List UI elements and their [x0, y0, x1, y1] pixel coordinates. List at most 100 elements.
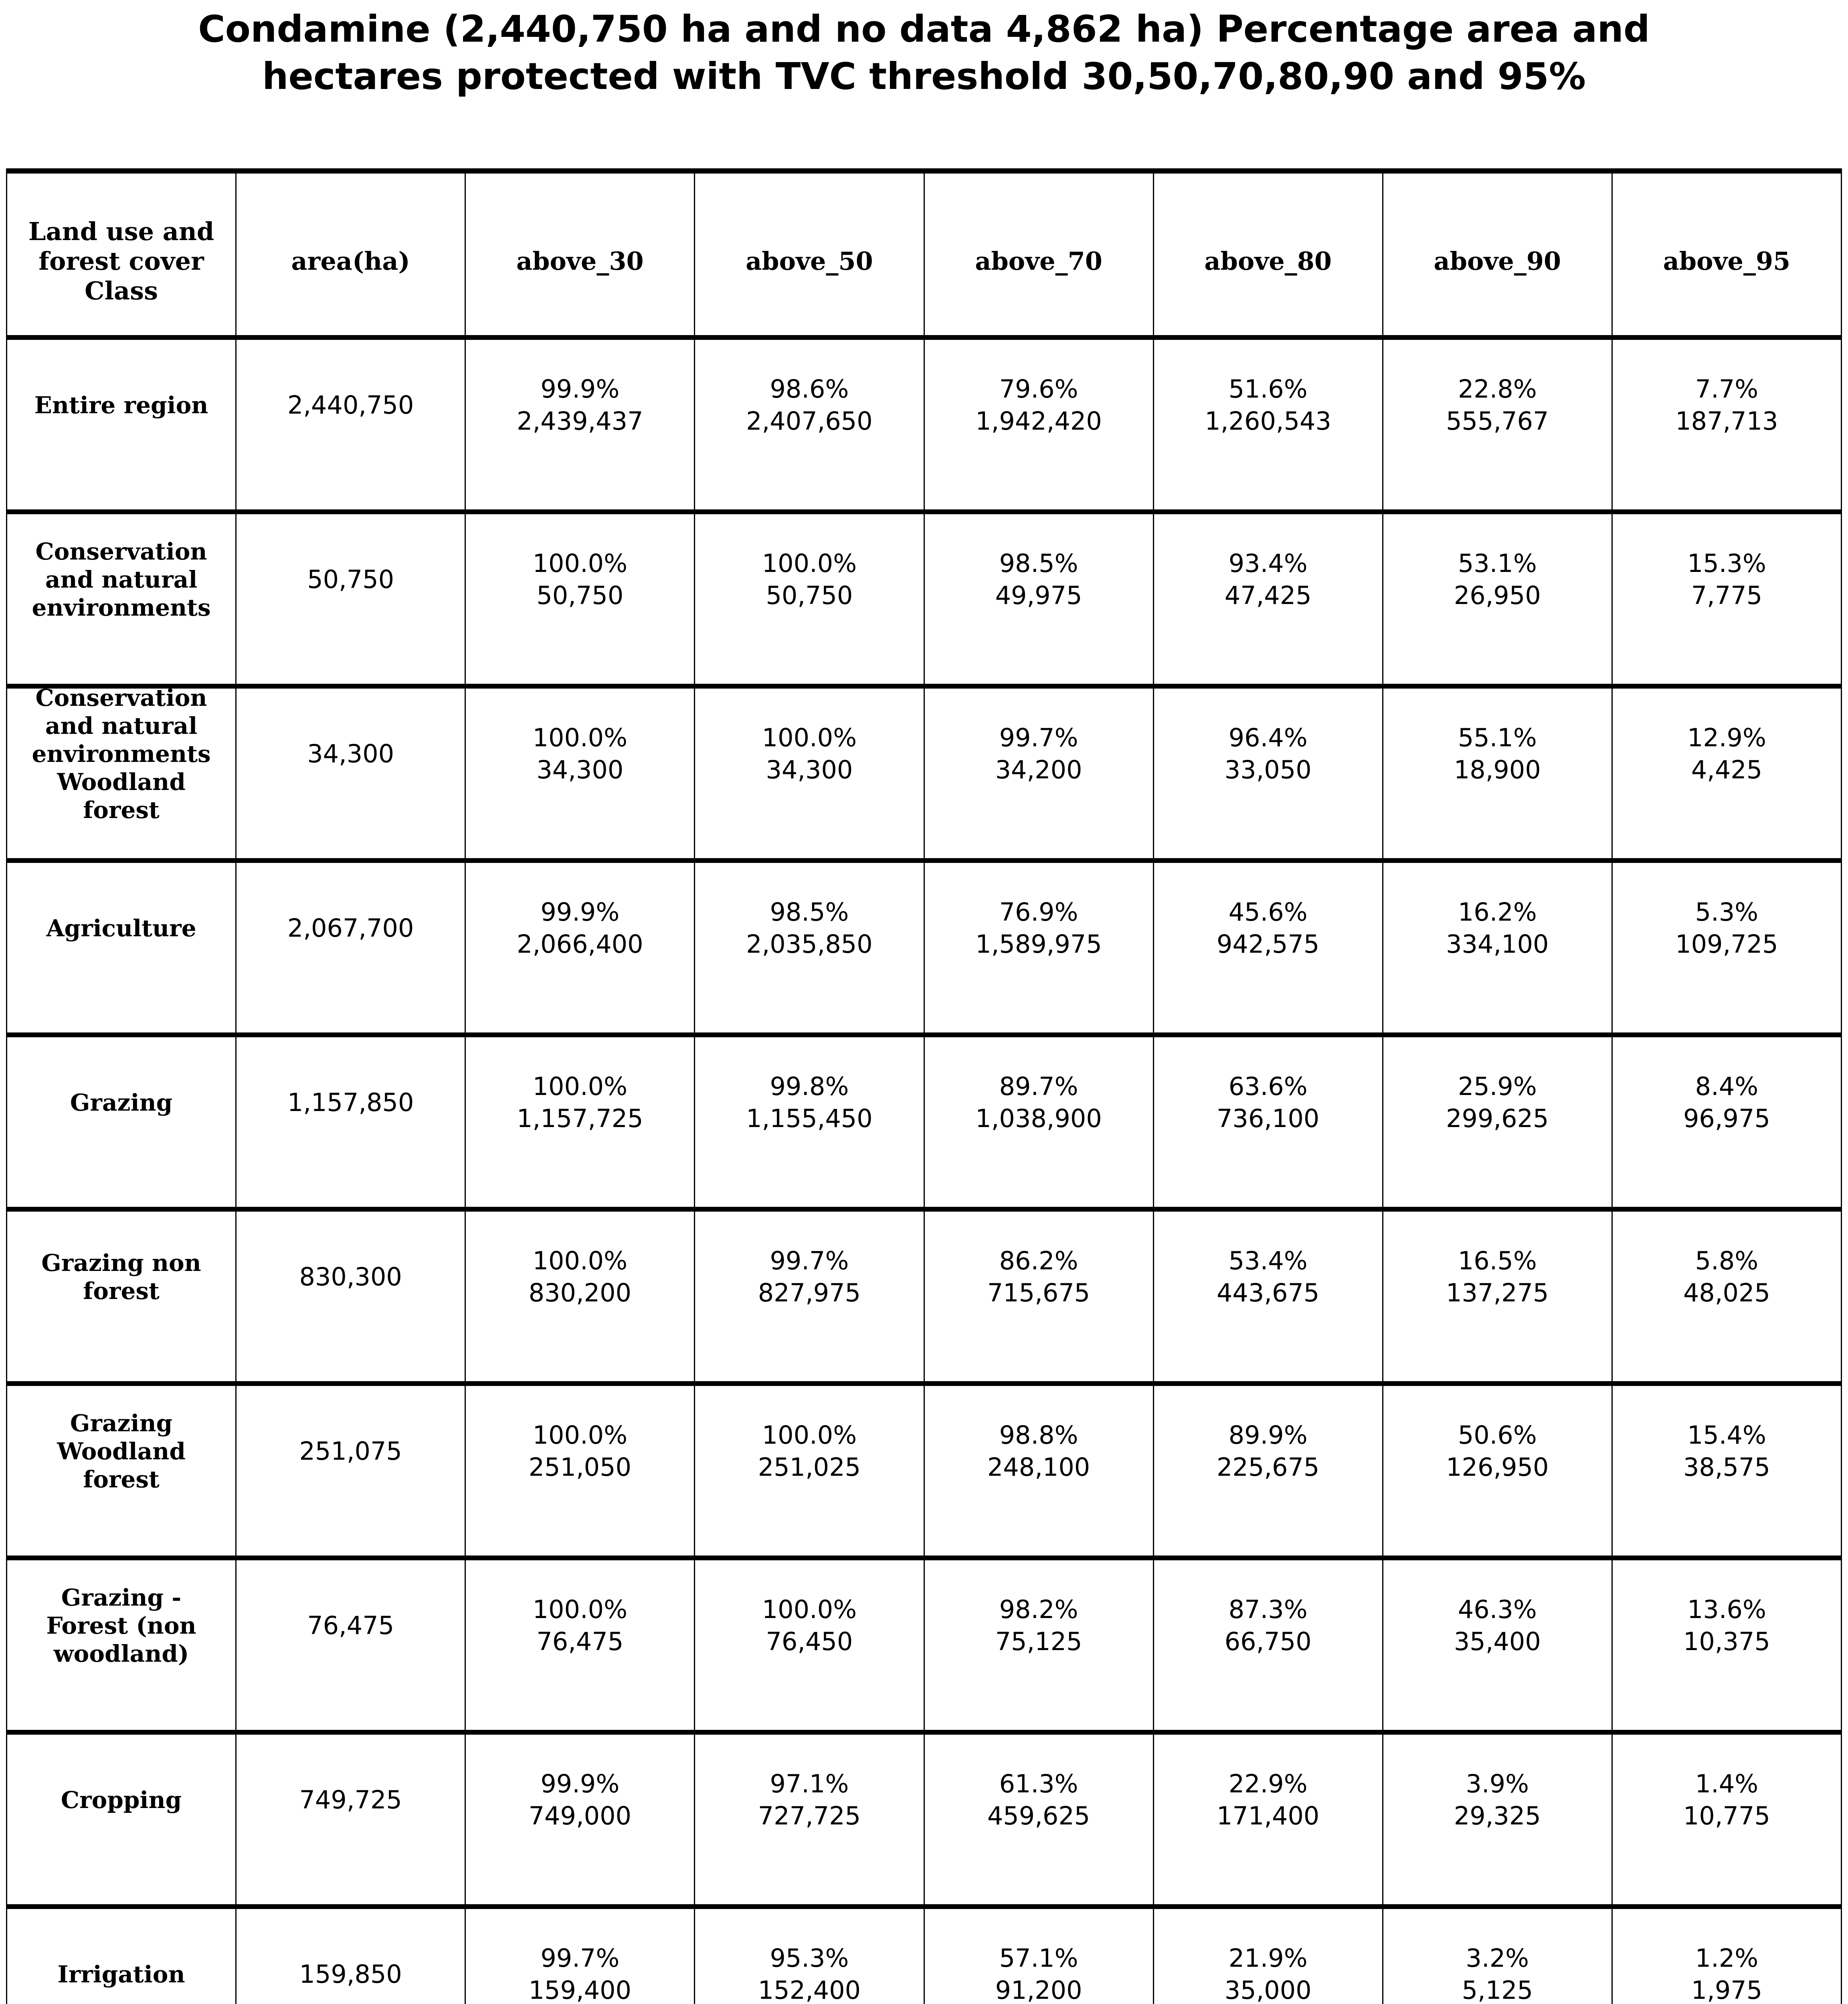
- percent-value: 22.9%: [1228, 1769, 1308, 1798]
- hectares-value: 34,300: [766, 755, 853, 784]
- hectares-value: 126,950: [1446, 1452, 1549, 1482]
- value-cell: 46.3% 35,400: [1382, 1555, 1613, 1735]
- row-label: Grazing - Forest (non woodland): [46, 1584, 196, 1667]
- hectares-value: 152,400: [758, 1976, 861, 2004]
- header-above-80: above_80: [1152, 168, 1383, 340]
- hectares-value: 76,450: [766, 1627, 853, 1656]
- value-pair: 100.0% 34,300: [467, 722, 694, 786]
- area-value: 159,850: [299, 1960, 402, 1989]
- value-pair: 76.9% 1,589,975: [925, 896, 1152, 960]
- area-cell: 749,725: [235, 1729, 466, 1909]
- hectares-value: 2,407,650: [746, 406, 873, 436]
- value-pair: 5.8% 48,025: [1613, 1245, 1840, 1309]
- hectares-value: 1,157,725: [517, 1104, 643, 1133]
- hectares-value: 4,425: [1691, 755, 1763, 784]
- value-pair: 96.4% 33,050: [1154, 722, 1381, 786]
- value-pair: 46.3% 35,400: [1384, 1594, 1611, 1658]
- hectares-value: 248,100: [987, 1452, 1090, 1482]
- value-cell: 99.9% 749,000: [465, 1729, 696, 1909]
- header-row: Land use and forest cover Class area(ha)…: [6, 168, 1842, 340]
- value-cell: 53.4% 443,675: [1152, 1206, 1383, 1386]
- percent-value: 89.9%: [1228, 1420, 1308, 1450]
- percent-value: 22.8%: [1458, 374, 1537, 404]
- value-cell: 100.0% 251,050: [465, 1381, 696, 1560]
- hectares-value: 7,775: [1691, 581, 1763, 610]
- value-pair: 98.5% 49,975: [925, 547, 1152, 612]
- hectares-value: 187,713: [1675, 406, 1778, 436]
- row-label-cell: Entire region: [6, 335, 237, 514]
- header-class: Land use and forest cover Class: [6, 168, 237, 340]
- table-row: Grazing Woodland forest 251,075 100.0% 251,…: [6, 1381, 1842, 1560]
- value-pair: 55.1% 18,900: [1384, 722, 1611, 786]
- value-cell: 100.0% 34,300: [465, 683, 696, 863]
- percent-value: 99.9%: [540, 374, 620, 404]
- percent-value: 5.8%: [1695, 1246, 1759, 1275]
- value-cell: 8.4% 96,975: [1611, 1032, 1842, 1212]
- value-pair: 45.6% 942,575: [1154, 896, 1381, 960]
- area-cell: 2,067,700: [235, 858, 466, 1037]
- hectares-value: 2,439,437: [517, 406, 643, 436]
- percent-value: 100.0%: [762, 723, 857, 752]
- hectares-value: 91,200: [995, 1976, 1082, 2004]
- value-cell: 7.7% 187,713: [1611, 335, 1842, 514]
- area-value: 1,157,850: [287, 1088, 414, 1117]
- percent-value: 21.9%: [1228, 1943, 1308, 1973]
- value-pair: 100.0% 251,025: [696, 1419, 923, 1483]
- hectares-value: 334,100: [1446, 929, 1549, 959]
- percent-value: 1.2%: [1695, 1943, 1759, 1973]
- percent-value: 96.4%: [1228, 723, 1308, 752]
- value-cell: 57.1% 91,200: [923, 1904, 1154, 2004]
- value-pair: 61.3% 459,625: [925, 1768, 1152, 1832]
- value-cell: 3.2% 5,125: [1382, 1904, 1613, 2004]
- hectares-value: 18,900: [1454, 755, 1541, 784]
- value-pair: 99.7% 827,975: [696, 1245, 923, 1309]
- area-value: 251,075: [299, 1436, 402, 1466]
- percent-value: 99.9%: [540, 897, 620, 927]
- table-row: Grazing non forest 830,300 100.0% 830,200 99…: [6, 1206, 1842, 1386]
- row-label-cell: Irrigation: [6, 1904, 237, 2004]
- value-cell: 99.9% 2,066,400: [465, 858, 696, 1037]
- percent-value: 13.6%: [1687, 1595, 1766, 1624]
- percent-value: 79.6%: [999, 374, 1078, 404]
- value-pair: 98.5% 2,035,850: [696, 896, 923, 960]
- header-above-70: above_70: [923, 168, 1154, 340]
- percent-value: 98.2%: [999, 1595, 1078, 1624]
- value-cell: 16.5% 137,275: [1382, 1206, 1613, 1386]
- value-cell: 98.2% 75,125: [923, 1555, 1154, 1735]
- row-label: Grazing Woodland forest: [57, 1410, 186, 1493]
- percent-value: 63.6%: [1228, 1072, 1308, 1101]
- percent-value: 100.0%: [532, 1246, 628, 1275]
- row-label-cell: Grazing non forest: [6, 1206, 237, 1386]
- value-cell: 100.0% 76,450: [694, 1555, 925, 1735]
- hectares-value: 749,000: [528, 1801, 631, 1830]
- hectares-value: 96,975: [1683, 1104, 1770, 1133]
- percent-value: 100.0%: [532, 723, 628, 752]
- value-cell: 98.5% 2,035,850: [694, 858, 925, 1037]
- hectares-value: 109,725: [1675, 929, 1778, 959]
- value-pair: 1.2% 1,975: [1613, 1942, 1840, 2004]
- hectares-value: 34,200: [995, 755, 1082, 784]
- table-row: Grazing 1,157,850 100.0% 1,157,725 99.8% 1,15…: [6, 1032, 1842, 1212]
- value-pair: 8.4% 96,975: [1613, 1071, 1840, 1135]
- row-label: Conservation and natural environments: [32, 538, 211, 621]
- value-pair: 89.9% 225,675: [1154, 1419, 1381, 1483]
- table-row: Irrigation 159,850 99.7% 159,400 95.3% 152,40…: [6, 1904, 1842, 2004]
- table-row: Cropping 749,725 99.9% 749,000 97.1% 727,725 6…: [6, 1729, 1842, 1909]
- value-pair: 53.4% 443,675: [1154, 1245, 1381, 1309]
- page-title: Condamine (2,440,750 ha and no data 4,86…: [0, 6, 1848, 100]
- percent-value: 87.3%: [1228, 1595, 1308, 1624]
- percent-value: 1.4%: [1695, 1769, 1759, 1798]
- hectares-value: 48,025: [1683, 1278, 1770, 1307]
- hectares-value: 50,750: [536, 581, 624, 610]
- value-cell: 87.3% 66,750: [1152, 1555, 1383, 1735]
- value-cell: 25.9% 299,625: [1382, 1032, 1613, 1212]
- value-cell: 22.9% 171,400: [1152, 1729, 1383, 1909]
- value-pair: 100.0% 76,450: [696, 1594, 923, 1658]
- percent-value: 98.5%: [770, 897, 849, 927]
- value-cell: 100.0% 1,157,725: [465, 1032, 696, 1212]
- hectares-value: 942,575: [1216, 929, 1320, 959]
- value-pair: 99.7% 34,200: [925, 722, 1152, 786]
- hectares-value: 299,625: [1446, 1104, 1549, 1133]
- hectares-value: 49,975: [995, 581, 1082, 610]
